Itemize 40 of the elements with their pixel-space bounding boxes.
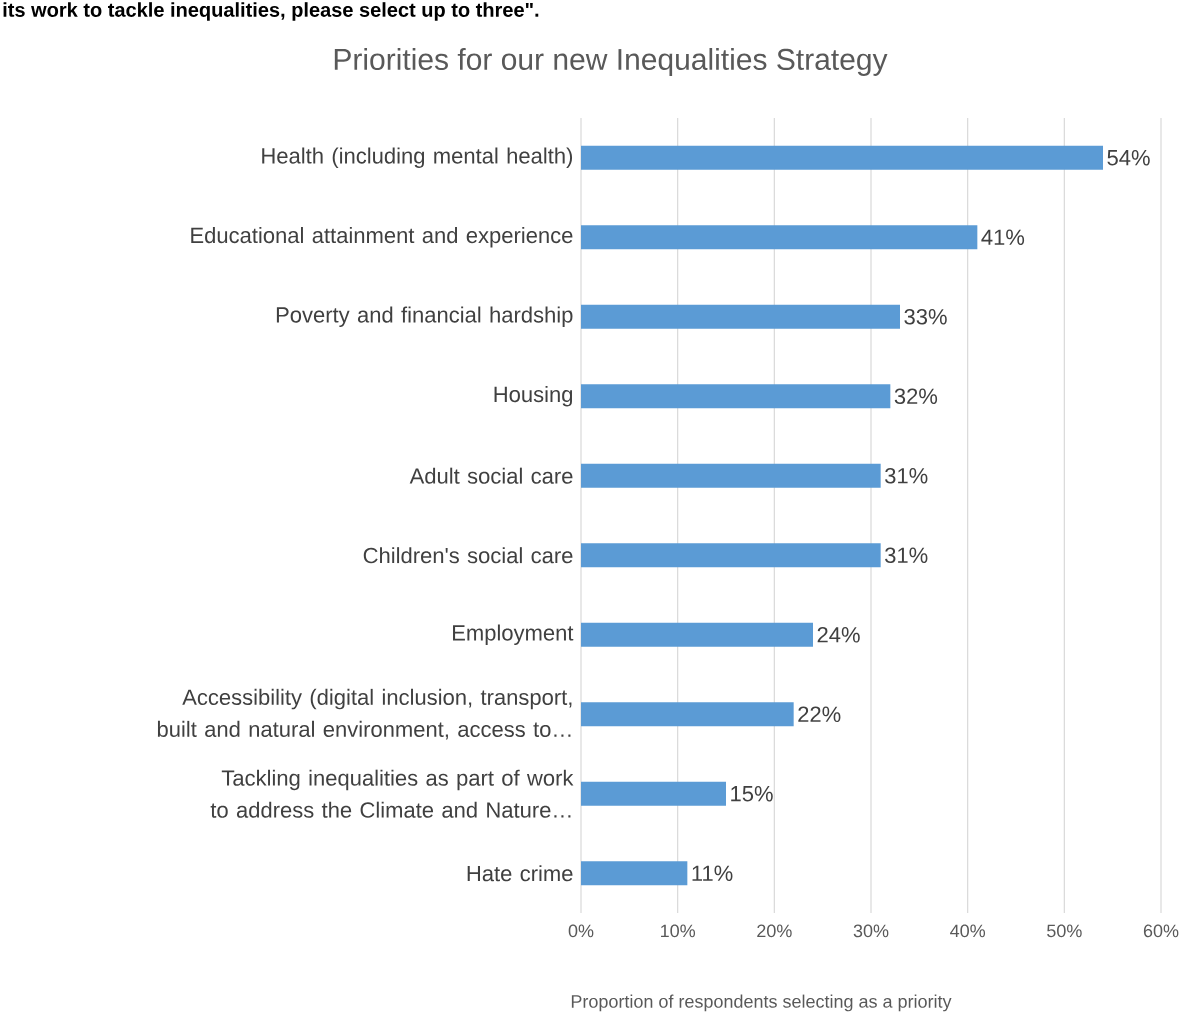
y-tick-label: Educational attainment and experience [191, 226, 573, 248]
data-label: 33% [904, 308, 947, 325]
data-label: 31% [885, 547, 928, 564]
bar [581, 384, 891, 409]
y-tick-label: Children's social care [363, 547, 573, 564]
y-tick-label: Adult social care [409, 467, 573, 484]
bar [581, 543, 881, 568]
bar [581, 861, 688, 886]
bar [581, 781, 726, 806]
data-label: 22% [798, 706, 841, 722]
data-label: 24% [817, 626, 860, 643]
x-tick-label: 60% [1143, 924, 1179, 938]
x-tick-label: 50% [1047, 924, 1082, 938]
y-tick-label: Health (including mental health) [262, 147, 573, 168]
data-label: 11% [692, 865, 733, 881]
data-label: 31% [885, 467, 928, 484]
y-tick-label: Hate crime [467, 865, 573, 882]
x-axis-title: Proportion of respondents selecting as a priority [571, 994, 952, 1012]
bar [581, 225, 978, 250]
bar [581, 463, 881, 488]
bar [581, 145, 1104, 170]
data-label: 54% [1107, 149, 1150, 166]
x-tick-label: 30% [853, 924, 889, 938]
y-tick-label: Tackling inequalities as part of work to address the Climate and Nature… [210, 769, 574, 818]
bar [581, 304, 901, 329]
text: its work to tackle inequalities, please select up to three". [3, 2, 539, 21]
x-tick-label: 0% [568, 924, 594, 938]
x-tick-label: 20% [757, 924, 792, 938]
y-tick-label: Accessibility (digital inclusion, transport, built and natural environment, access to… [157, 688, 572, 740]
data-label: 15% [731, 785, 773, 802]
bar [581, 622, 814, 647]
data-label: 32% [894, 388, 938, 405]
bar [581, 702, 794, 727]
x-tick-label: 10% [661, 924, 696, 938]
y-tick-label: Housing [494, 385, 573, 407]
chart-title: Priorities for our new Inequalities Strategy [334, 48, 888, 76]
y-tick-label: Poverty and financial hardship [276, 306, 573, 327]
y-tick-label: Employment [453, 624, 574, 645]
x-tick-label: 40% [950, 924, 986, 938]
data-label: 41% [981, 229, 1025, 245]
